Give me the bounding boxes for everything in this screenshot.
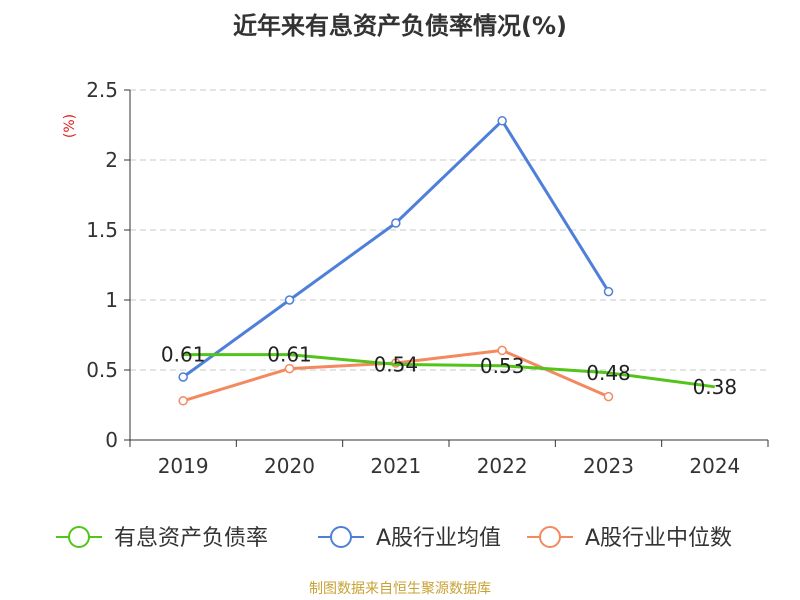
data-label: 0.61 [267,343,312,367]
series-line-1 [182,119,610,379]
legend-marker [330,526,352,548]
y-tick-label: 2 [105,148,118,172]
data-point [284,295,295,305]
data-label: 0.54 [374,352,419,376]
data-label: 0.38 [693,375,738,399]
data-point [391,218,401,228]
y-tick-label: 1 [105,288,118,312]
legend-label: 有息资产负债率 [114,526,268,551]
x-tick-label: 2022 [477,454,528,478]
y-tick-label: 1.5 [86,218,118,242]
chart-title: 近年来有息资产负债率情况(%) [233,12,567,40]
data-point [603,391,614,402]
legend-marker [68,526,90,548]
data-point [497,116,507,126]
y-tick-label: 2.5 [86,78,118,102]
x-tick-label: 2021 [370,454,421,478]
legend-label: A股行业中位数 [585,526,732,551]
x-tick-label: 2024 [689,454,740,478]
data-label: 0.53 [480,354,525,378]
legend-marker [539,526,561,548]
y-tick-label: 0.5 [86,358,118,382]
legend-label: A股行业均值 [376,526,501,551]
data-point [178,372,188,382]
data-point [284,363,295,374]
y-tick-label: 0 [105,428,118,452]
x-tick-label: 2019 [158,454,209,478]
data-label: 0.48 [586,361,631,385]
x-tick-label: 2020 [264,454,315,478]
data-label: 0.61 [161,343,206,367]
series-line-0 [183,353,715,389]
data-point [497,345,507,356]
data-source-note: 制图数据来自恒生聚源数据库 [309,581,491,597]
data-point [603,286,614,297]
y-axis-label: (%) [62,114,78,138]
x-tick-label: 2023 [583,454,634,478]
data-point [178,396,188,406]
